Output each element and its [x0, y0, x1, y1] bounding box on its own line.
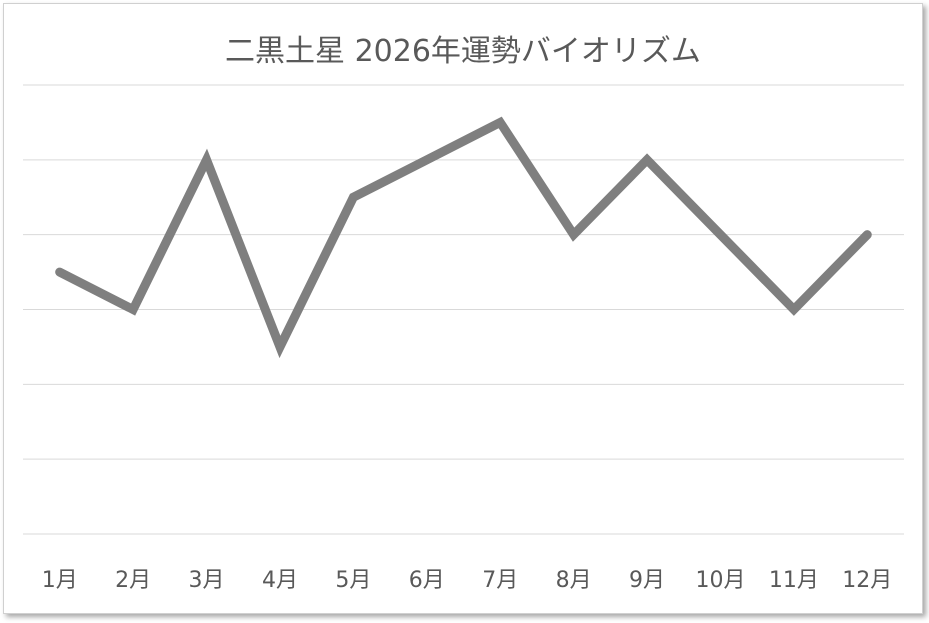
series-line — [55, 116, 872, 359]
x-tick-label: 3月 — [189, 568, 225, 593]
x-tick-label: 6月 — [409, 568, 445, 593]
x-tick-label: 8月 — [556, 568, 592, 593]
x-tick-label: 12月 — [842, 568, 892, 593]
x-tick-label: 4月 — [262, 568, 298, 593]
chart-title: 二黒土星 2026年運勢バイオリズム — [225, 34, 701, 69]
x-tick-label: 5月 — [335, 568, 371, 593]
x-tick-label: 2月 — [115, 568, 151, 593]
x-tick-label: 1月 — [42, 568, 78, 593]
x-tick-label: 7月 — [482, 568, 518, 593]
x-tick-label: 9月 — [629, 568, 665, 593]
chart-plot-area: 1月 2月 3月 4月 5月 6月 7月 8月 9月 10月 11月 12月 — [23, 84, 904, 593]
x-tick-label: 10月 — [695, 568, 745, 593]
x-tick-label: 11月 — [769, 568, 819, 593]
chart-frame: 二黒土星 2026年運勢バイオリズム 1月 2月 3月 4月 5月 6月 7月 8月 9月 10月… — [3, 3, 923, 614]
